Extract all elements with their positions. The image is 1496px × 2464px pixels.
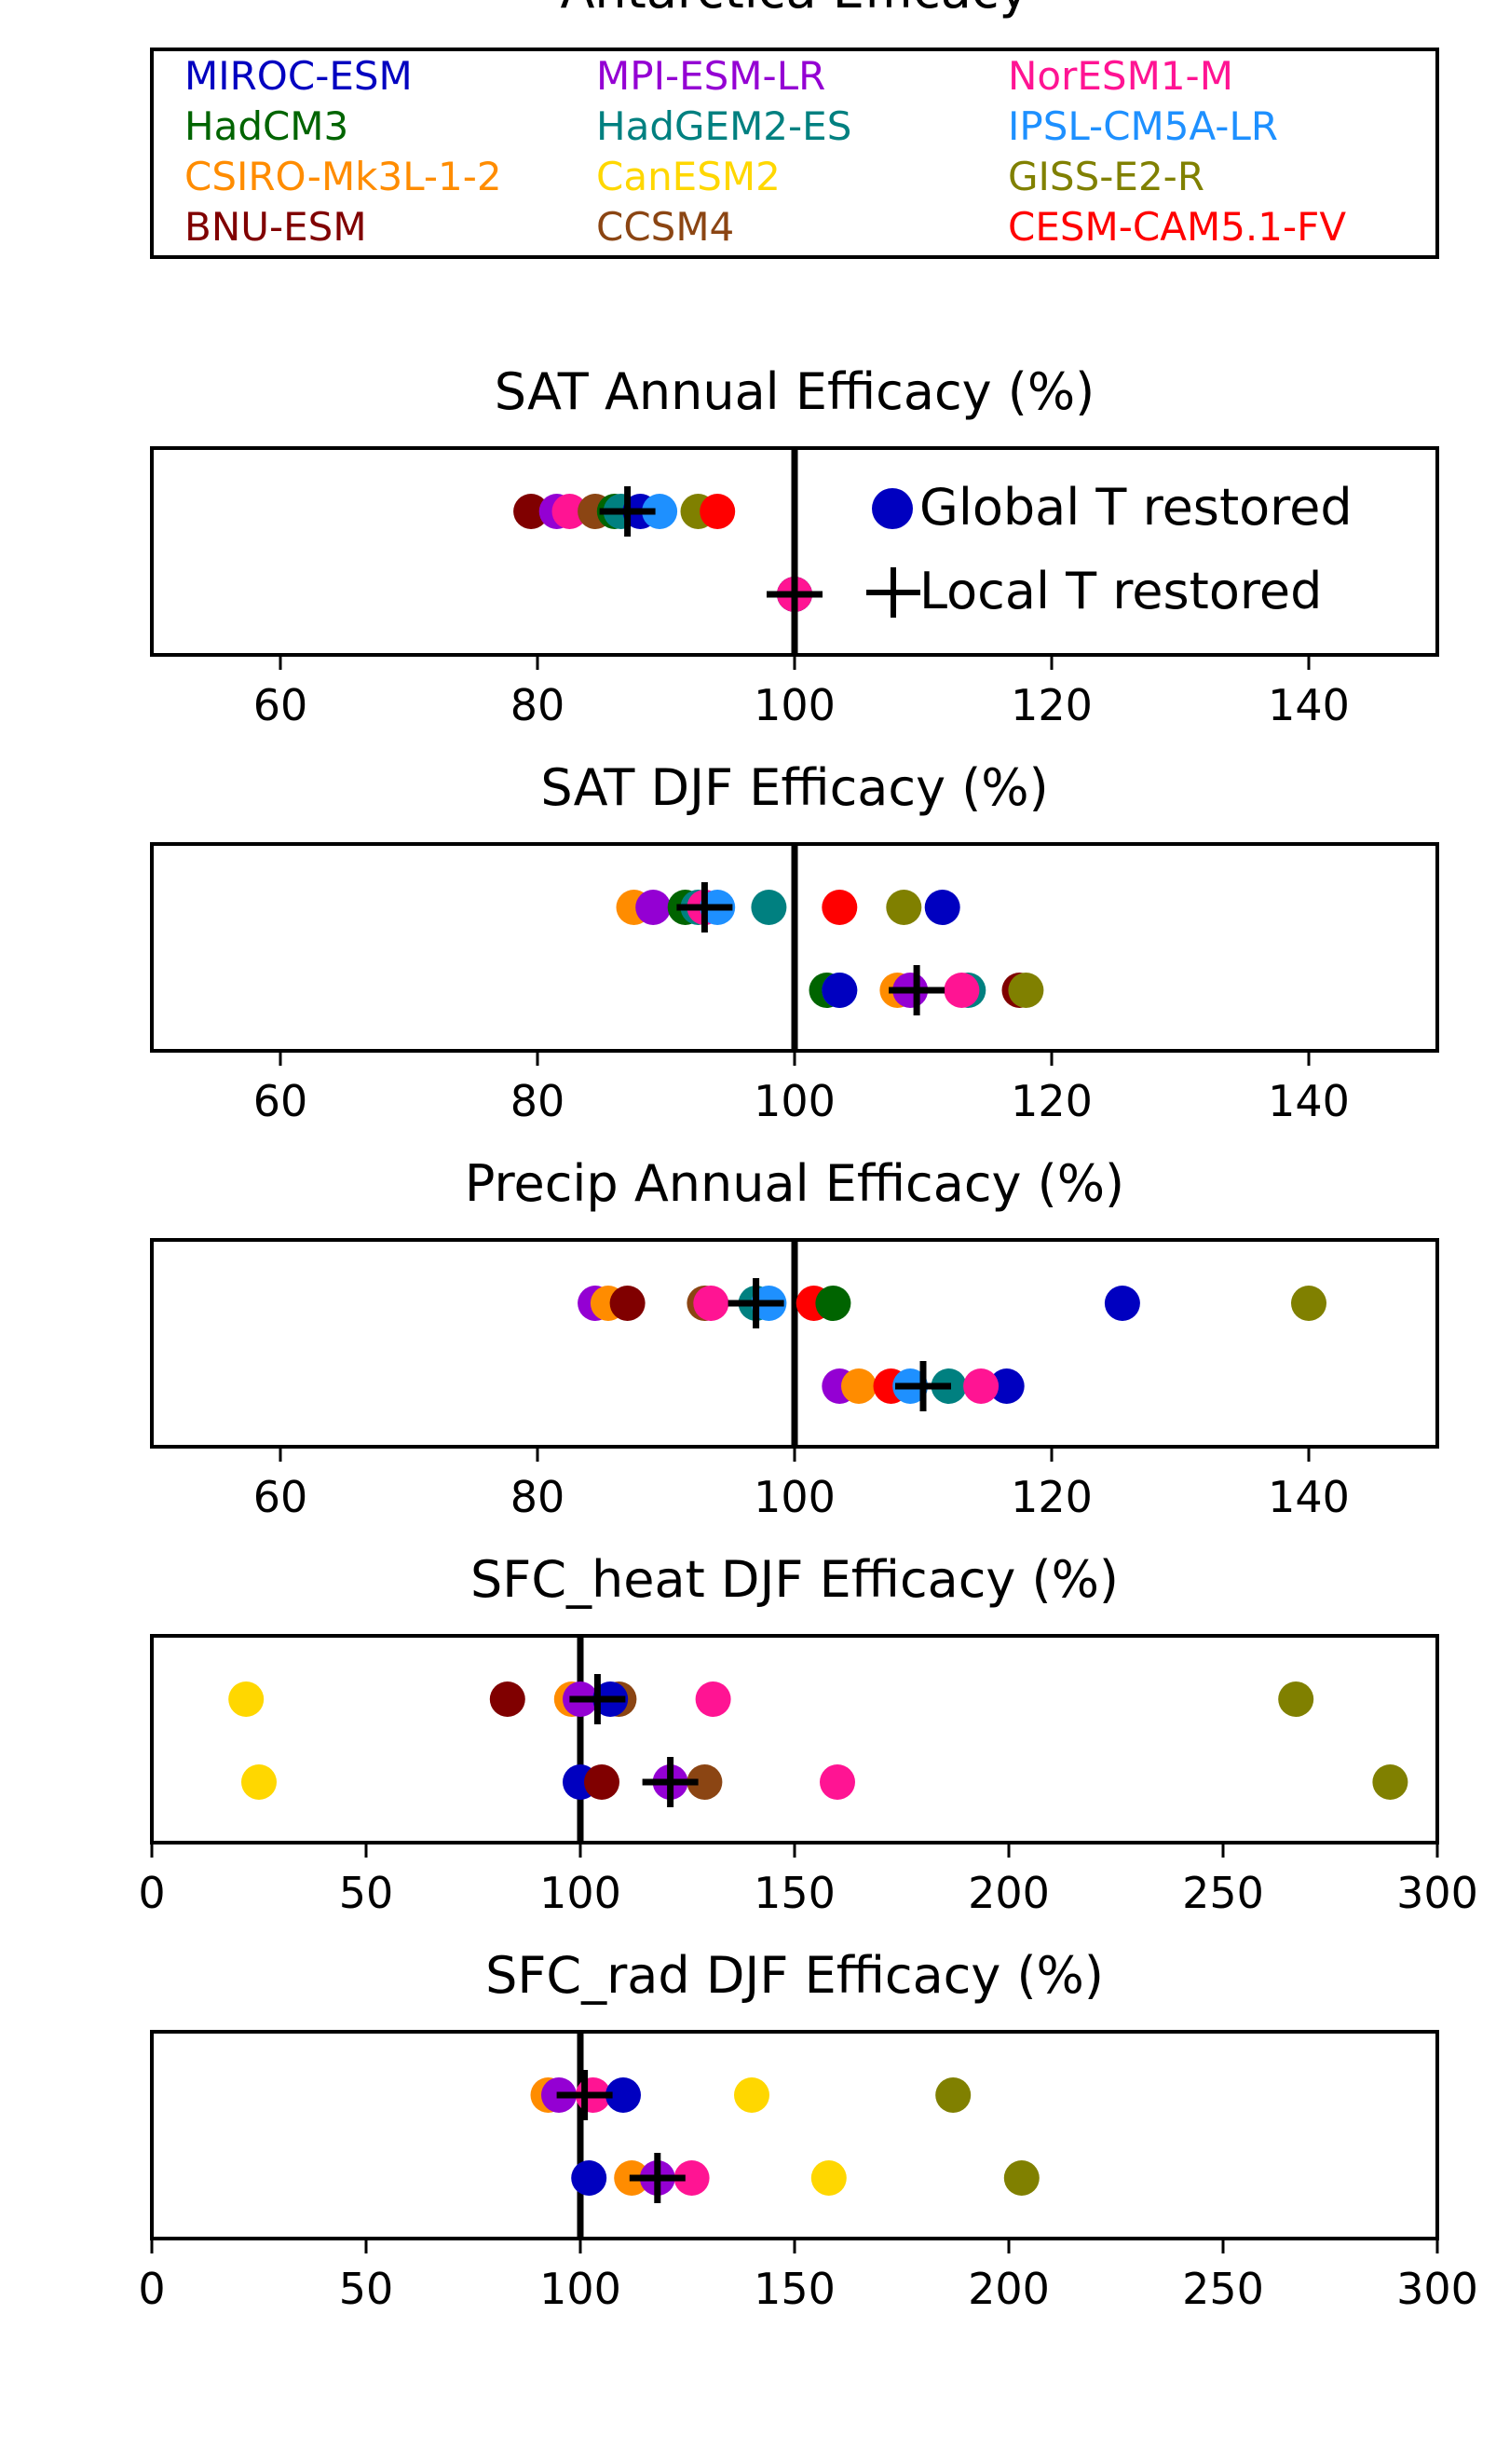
data-point xyxy=(609,1286,646,1321)
x-tick-label: 250 xyxy=(1182,1868,1264,1918)
data-point xyxy=(551,494,588,529)
data-point xyxy=(635,890,672,925)
x-tick-label: 120 xyxy=(1011,680,1093,730)
legend-entry: MPI-ESM-LR xyxy=(596,53,825,99)
data-point xyxy=(963,1368,1000,1404)
data-point xyxy=(228,1681,265,1717)
data-point xyxy=(822,890,858,925)
legend-entry: HadGEM2-ES xyxy=(596,103,851,149)
panel-title: Precip Annual Efficacy (%) xyxy=(465,1154,1124,1213)
chart-panels: SAT Annual Efficacy (%) 60 80 100 120 140 Glob… xyxy=(138,362,1478,2314)
chart-panel: Precip Annual Efficacy (%) 60 80 100 120 140 xyxy=(150,1154,1439,1522)
x-tick-label: 60 xyxy=(253,680,308,730)
data-point xyxy=(1003,2160,1040,2196)
marker-legend-dot xyxy=(872,488,913,529)
x-tick-label: 60 xyxy=(253,1076,308,1126)
data-point xyxy=(241,1764,277,1800)
x-tick-label: 50 xyxy=(339,1868,394,1918)
data-point xyxy=(822,973,858,1008)
x-tick-label: 100 xyxy=(539,1868,621,1918)
data-point xyxy=(700,494,736,529)
x-tick-label: 150 xyxy=(754,2264,836,2314)
chart-panel: SFC_rad DJF Efficacy (%) 0 50 100 150 200 250 3… xyxy=(138,1946,1478,2314)
legend-entry: GISS-E2-R xyxy=(1008,154,1204,199)
x-tick-label: 200 xyxy=(968,1868,1050,1918)
x-tick-label: 250 xyxy=(1182,2264,1264,2314)
data-point xyxy=(841,1368,877,1404)
data-point xyxy=(988,1368,1025,1404)
panel-title: SFC_heat DJF Efficacy (%) xyxy=(470,1550,1119,1609)
plot-frame xyxy=(150,1634,1439,1845)
data-point xyxy=(489,1681,525,1717)
x-tick-label: 150 xyxy=(754,1868,836,1918)
data-point xyxy=(571,2160,607,2196)
legend-entry: HadCM3 xyxy=(184,103,348,149)
legend-entry: MIROC-ESM xyxy=(184,53,413,99)
data-point xyxy=(1104,1286,1140,1321)
data-point xyxy=(1008,973,1044,1008)
panel-title: SAT Annual Efficacy (%) xyxy=(495,362,1095,421)
legend-entry: CSIRO-Mk3L-1-2 xyxy=(184,154,502,199)
x-tick-label: 100 xyxy=(539,2264,621,2314)
model-legend-frame xyxy=(150,48,1439,259)
x-tick-label: 0 xyxy=(138,2264,165,2314)
data-point xyxy=(605,2077,641,2113)
x-tick-label: 140 xyxy=(1268,1076,1350,1126)
data-point xyxy=(513,494,550,529)
data-point xyxy=(815,1286,851,1321)
chart-panel: SAT DJF Efficacy (%) 60 80 100 120 140 xyxy=(150,758,1439,1126)
data-point xyxy=(944,973,980,1008)
chart-panel: SFC_heat DJF Efficacy (%) 0 50 100 150 200 250… xyxy=(138,1550,1478,1918)
legend-entry: CESM-CAM5.1-FV xyxy=(1008,204,1346,250)
data-point xyxy=(687,1764,723,1800)
data-point xyxy=(1278,1681,1314,1717)
marker-legend-global: Global T restored xyxy=(919,478,1353,537)
x-tick-label: 80 xyxy=(510,1076,565,1126)
x-tick-label: 100 xyxy=(754,1076,836,1126)
data-point xyxy=(810,2160,847,2196)
x-tick-label: 0 xyxy=(138,1868,165,1918)
x-tick-label: 100 xyxy=(754,680,836,730)
x-tick-label: 140 xyxy=(1268,680,1350,730)
data-point xyxy=(642,494,678,529)
data-point xyxy=(1291,1286,1326,1321)
x-tick-label: 140 xyxy=(1268,1472,1350,1522)
data-point xyxy=(673,2160,710,2196)
data-point xyxy=(820,1764,855,1800)
x-tick-label: 120 xyxy=(1011,1472,1093,1522)
data-point xyxy=(886,890,922,925)
legend-entry: NorESM1-M xyxy=(1008,53,1233,99)
data-point xyxy=(924,890,960,925)
figure-title: Antarctica Efficacy xyxy=(560,0,1028,20)
x-tick-label: 200 xyxy=(968,2264,1050,2314)
data-point xyxy=(693,1286,729,1321)
chart-panel: SAT Annual Efficacy (%) 60 80 100 120 140 Glob… xyxy=(150,362,1439,730)
legend-entry: IPSL-CM5A-LR xyxy=(1008,103,1278,149)
x-tick-label: 50 xyxy=(339,2264,394,2314)
x-tick-label: 120 xyxy=(1011,1076,1093,1126)
x-tick-label: 80 xyxy=(510,680,565,730)
x-tick-label: 300 xyxy=(1396,1868,1478,1918)
x-tick-label: 80 xyxy=(510,1472,565,1522)
data-point xyxy=(734,2077,769,2113)
panel-title: SAT DJF Efficacy (%) xyxy=(540,758,1048,817)
x-tick-label: 100 xyxy=(754,1472,836,1522)
data-point xyxy=(584,1764,619,1800)
data-point xyxy=(751,890,787,925)
data-point xyxy=(1372,1764,1408,1800)
panel-title: SFC_rad DJF Efficacy (%) xyxy=(485,1946,1104,2005)
plot-frame xyxy=(150,2030,1439,2240)
data-point xyxy=(695,1681,731,1717)
marker-legend-local: Local T restored xyxy=(919,562,1322,620)
x-tick-label: 300 xyxy=(1396,2264,1478,2314)
data-point xyxy=(935,2077,972,2113)
legend-entry: CCSM4 xyxy=(596,204,734,250)
legend-entry: CanESM2 xyxy=(596,154,781,199)
x-tick-label: 60 xyxy=(253,1472,308,1522)
legend-entry: BNU-ESM xyxy=(184,204,367,250)
